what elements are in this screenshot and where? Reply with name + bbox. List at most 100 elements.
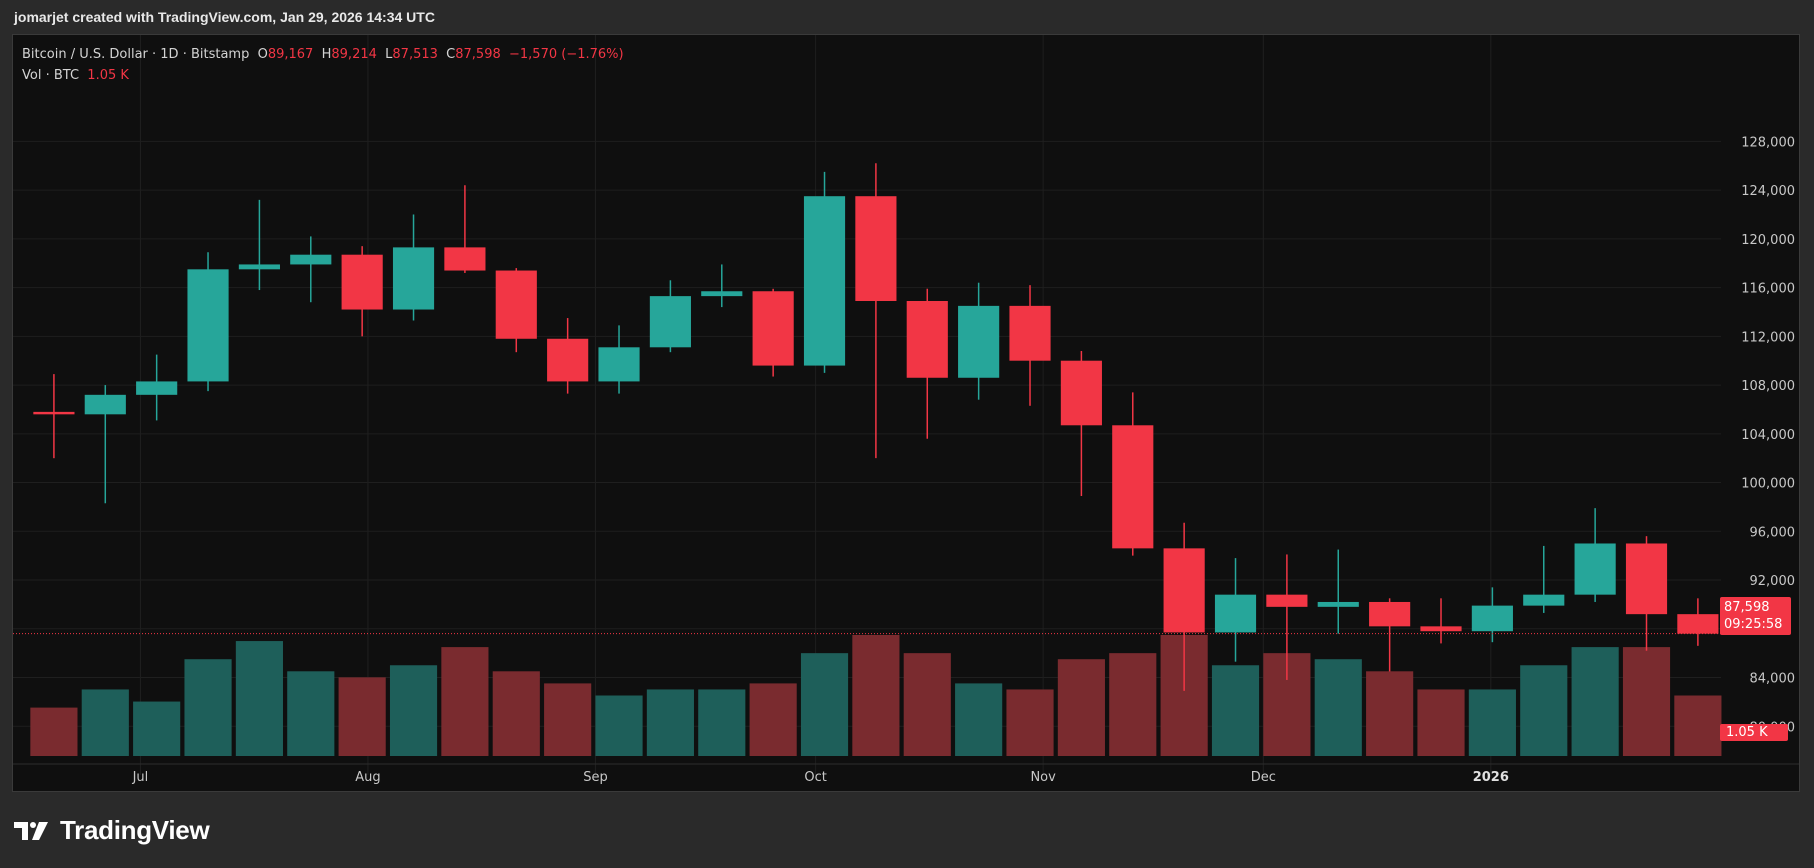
- y-tick-label: 124,000: [1741, 184, 1795, 199]
- volume-bar: [903, 653, 951, 756]
- volume-badge: 1.05 K: [1720, 724, 1788, 741]
- y-tick-label: 104,000: [1741, 428, 1795, 443]
- candle-body: [341, 254, 383, 310]
- volume-bar: [955, 683, 1003, 756]
- volume-bar: [81, 689, 129, 756]
- candle-body: [547, 338, 589, 382]
- last-price-badge: 87,598 09:25:58: [1720, 597, 1791, 635]
- volume-bar: [1520, 665, 1568, 756]
- tradingview-wordmark: TradingView: [60, 815, 210, 845]
- volume-bar: [852, 635, 900, 756]
- candle-body: [701, 291, 743, 297]
- candle-body: [1369, 601, 1411, 627]
- volume-bar: [389, 665, 438, 756]
- volume-bar: [749, 683, 797, 756]
- candle-body: [803, 196, 846, 366]
- high-value: 89,214: [331, 47, 377, 62]
- candle-body: [1677, 614, 1719, 634]
- volume-value: 1.05 K: [87, 68, 129, 83]
- volume-bar: [441, 647, 489, 756]
- candle-body: [958, 305, 1000, 378]
- attribution-text: jomarjet created with TradingView.com, J…: [14, 9, 435, 25]
- candle-body: [495, 270, 537, 339]
- last-price-value: 87,598: [1724, 600, 1770, 615]
- y-tick-label: 84,000: [1750, 672, 1796, 687]
- candle-body: [649, 296, 691, 348]
- x-tick-label: Sep: [583, 770, 608, 785]
- volume-bar: [1314, 659, 1362, 756]
- low-value: 87,513: [392, 47, 438, 62]
- candle-body: [855, 196, 897, 301]
- volume-bar: [1674, 695, 1722, 756]
- candle-body: [1112, 425, 1154, 549]
- candle-body: [1009, 305, 1051, 361]
- y-tick-label: 116,000: [1741, 282, 1795, 297]
- volume-bar: [287, 671, 335, 756]
- candle-body: [1420, 626, 1462, 632]
- candle-body: [392, 247, 435, 310]
- candle-body: [752, 291, 794, 366]
- x-tick-label: Jul: [132, 770, 149, 785]
- candle-body: [1214, 594, 1257, 633]
- bar-countdown: 09:25:58: [1724, 617, 1783, 632]
- candle-body: [1471, 605, 1513, 632]
- volume-bar: [544, 683, 592, 756]
- candle-body: [238, 264, 280, 270]
- candle-body: [598, 347, 640, 382]
- candle-body: [906, 300, 948, 378]
- x-tick-label: Dec: [1251, 770, 1276, 785]
- volume-bar: [492, 671, 540, 756]
- y-tick-label: 92,000: [1750, 574, 1796, 589]
- candle-body: [33, 411, 75, 415]
- candle-body: [1266, 594, 1308, 607]
- y-tick-label: 108,000: [1741, 379, 1795, 394]
- volume-bar: [30, 707, 78, 756]
- x-tick-label: Oct: [804, 770, 826, 785]
- y-tick-label: 128,000: [1741, 135, 1795, 150]
- volume-label[interactable]: Vol · BTC: [22, 68, 80, 83]
- volume-bar: [1417, 689, 1465, 756]
- volume-bar: [1057, 659, 1105, 756]
- x-tick-label: 2026: [1473, 770, 1509, 785]
- candle-body: [187, 269, 229, 382]
- y-tick-label: 96,000: [1750, 525, 1796, 540]
- volume-bar: [1468, 689, 1516, 756]
- candle-body: [1574, 543, 1616, 595]
- volume-bar: [1109, 653, 1157, 756]
- volume-bar: [1211, 665, 1260, 756]
- chart-legend: Bitcoin / U.S. Dollar · 1D · Bitstamp O8…: [22, 47, 624, 83]
- volume-bar: [800, 653, 849, 756]
- volume-bar: [1366, 671, 1414, 756]
- volume-bar: [1622, 647, 1671, 756]
- volume-bar: [338, 677, 386, 756]
- close-value: 87,598: [455, 47, 501, 62]
- candle-body: [136, 381, 178, 395]
- candle-body: [1060, 360, 1102, 426]
- candle-body: [444, 247, 486, 271]
- volume-bar: [1006, 689, 1054, 756]
- candle-body: [1163, 548, 1205, 633]
- chart-panel[interactable]: 128,000 124,000 120,000 116,000 112,000 108,0…: [12, 34, 1800, 792]
- volume-bar: [595, 695, 643, 756]
- volume-bar: [184, 659, 232, 756]
- tradingview-logo-icon: [14, 821, 48, 840]
- volume-bar: [646, 689, 694, 756]
- volume-bar: [698, 689, 746, 756]
- candle-body: [1523, 594, 1565, 606]
- y-tick-label: 120,000: [1741, 233, 1795, 248]
- volume-bar: [235, 641, 283, 756]
- open-value: 89,167: [267, 47, 314, 62]
- change-value: −1,570 (−1.76%): [509, 47, 624, 62]
- y-tick-label: 100,000: [1741, 477, 1795, 492]
- x-tick-label: Aug: [355, 770, 380, 785]
- price-chart: 128,000 124,000 120,000 116,000 112,000 108,0…: [13, 35, 1799, 785]
- candle-body: [1317, 601, 1359, 607]
- candle-body: [84, 394, 126, 415]
- tradingview-logo[interactable]: TradingView: [14, 815, 210, 846]
- candle-body: [1625, 543, 1668, 615]
- volume-bar: [1571, 647, 1619, 756]
- candle-body: [290, 254, 332, 265]
- volume-bar: [133, 701, 181, 756]
- symbol-label[interactable]: Bitcoin / U.S. Dollar · 1D · Bitstamp: [22, 47, 250, 62]
- x-tick-label: Nov: [1030, 770, 1056, 785]
